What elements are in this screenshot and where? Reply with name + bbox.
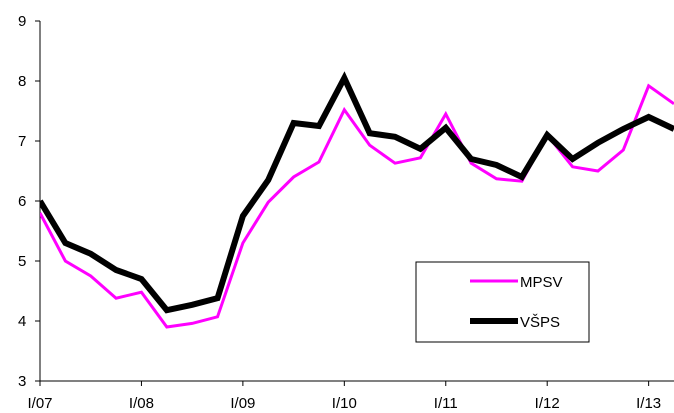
x-tick-label: I/07 — [27, 395, 52, 412]
y-axis-ticks: 3 4 5 6 7 8 9 — [18, 13, 40, 390]
y-tick-label: 6 — [18, 193, 26, 210]
legend-box — [415, 261, 590, 343]
y-tick-label: 7 — [18, 133, 26, 150]
x-tick-label: I/13 — [636, 395, 661, 412]
legend-label-vsps: VŠPS — [520, 314, 560, 331]
legend-label-mpsv: MPSV — [520, 274, 563, 291]
x-tick-label: I/11 — [434, 395, 458, 412]
x-tick-label: I/08 — [129, 395, 154, 412]
y-tick-label: 8 — [18, 73, 26, 90]
legend: MPSV VŠPS — [415, 261, 590, 343]
series-layer — [40, 71, 674, 329]
series-line-mpsv — [40, 83, 674, 329]
x-tick-label: I/10 — [332, 395, 357, 412]
x-axis-ticks: I/07 I/08 I/09 I/10 I/11 I/12 I/13 — [27, 381, 661, 412]
x-tick-label: I/12 — [535, 395, 560, 412]
series-line-vsps — [40, 71, 674, 314]
y-tick-label: 5 — [18, 253, 26, 270]
y-tick-label: 9 — [18, 13, 26, 30]
y-tick-label: 3 — [18, 373, 26, 390]
y-tick-label: 4 — [18, 313, 26, 330]
x-tick-label: I/09 — [230, 395, 255, 412]
